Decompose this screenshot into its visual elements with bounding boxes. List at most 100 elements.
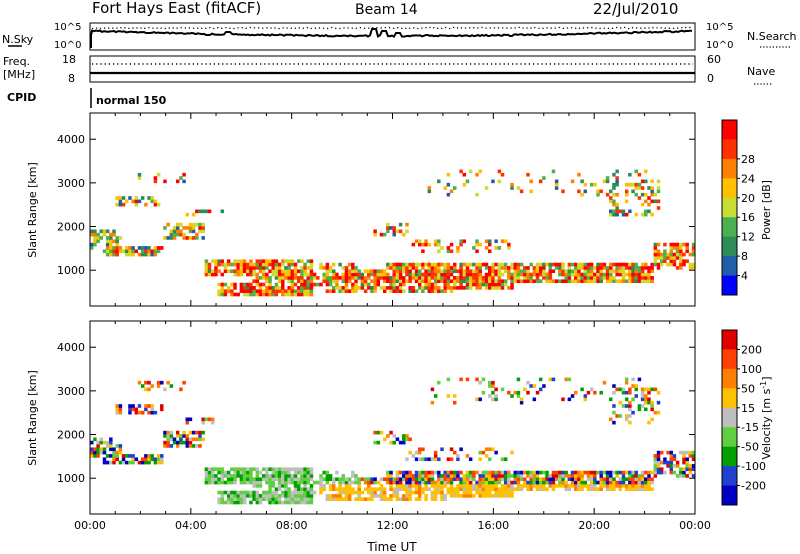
heatmap-cell	[261, 474, 266, 478]
heatmap-cell	[90, 447, 94, 452]
heatmap-cell	[478, 282, 482, 287]
colorbar-swatch	[722, 427, 737, 448]
heatmap-cell	[261, 477, 266, 482]
heatmap-cell	[125, 246, 129, 250]
heatmap-cell	[277, 494, 282, 498]
heatmap-cell	[478, 477, 482, 482]
heatmap-cell	[411, 484, 416, 488]
heatmap-cell	[102, 229, 107, 234]
heatmap-cell	[306, 286, 311, 290]
heatmap-cell	[306, 480, 311, 485]
heatmap-cell	[277, 279, 282, 284]
heatmap-cell	[685, 460, 689, 465]
heatmap-cell	[609, 487, 613, 492]
heatmap-cell	[296, 467, 301, 472]
heatmap-cell	[535, 470, 540, 475]
heatmap-cell	[370, 497, 374, 501]
heatmap-cell	[679, 467, 683, 472]
heatmap-cell	[134, 249, 139, 254]
heatmap-cell	[137, 172, 142, 177]
heatmap-cell	[233, 292, 237, 297]
heatmap-cell	[261, 292, 266, 297]
heatmap-cell	[309, 276, 314, 280]
heatmap-cell	[166, 430, 170, 435]
heatmap-cell	[465, 286, 470, 290]
heatmap-cell	[284, 266, 288, 270]
heatmap-cell	[465, 179, 470, 184]
heatmap-cell	[599, 477, 603, 482]
heatmap-cell	[624, 272, 629, 277]
heatmap-cell	[147, 404, 151, 408]
heatmap-cell	[443, 286, 447, 290]
heatmap-cell	[612, 477, 616, 482]
heatmap-cell	[249, 259, 253, 264]
heatmap-cell	[513, 262, 517, 267]
heatmap-cell	[656, 410, 661, 415]
heatmap-cell	[166, 236, 170, 240]
heatmap-cell	[612, 420, 616, 425]
heatmap-cell	[207, 470, 212, 475]
heatmap-cell	[519, 262, 524, 267]
heatmap-cell	[417, 474, 422, 478]
heatmap-cell	[564, 484, 568, 488]
heatmap-cell	[249, 292, 253, 297]
heatmap-cell	[169, 430, 174, 435]
heatmap-cell	[577, 477, 581, 482]
noise-right-tick-bottom: 10^0	[706, 40, 733, 51]
heatmap-cell	[650, 199, 654, 204]
heatmap-cell	[392, 226, 396, 230]
heatmap-cell	[182, 179, 186, 184]
heatmap-cell	[265, 470, 269, 475]
heatmap-cell	[370, 487, 374, 492]
heatmap-cell	[373, 282, 377, 287]
heatmap-cell	[226, 500, 231, 505]
heatmap-cell	[462, 477, 467, 482]
heatmap-cell	[398, 222, 403, 227]
heatmap-cell	[284, 259, 288, 264]
heatmap-cell	[644, 480, 648, 485]
heatmap-cell	[513, 487, 517, 492]
heatmap-cell	[593, 480, 597, 485]
heatmap-cell	[453, 269, 457, 274]
heatmap-cell	[615, 202, 619, 207]
heatmap-cell	[395, 279, 400, 284]
heatmap-cell	[109, 460, 113, 465]
heatmap-cell	[519, 272, 524, 277]
heatmap-cell	[494, 246, 498, 250]
heatmap-cell	[367, 480, 371, 485]
heatmap-cell	[586, 272, 591, 277]
heatmap-cell	[300, 470, 304, 475]
heatmap-cell	[656, 206, 661, 210]
heatmap-cell	[392, 276, 396, 280]
heatmap-cell	[300, 500, 304, 505]
heatmap-cell	[532, 279, 537, 284]
heatmap-cell	[446, 470, 451, 475]
heatmap-cell	[290, 269, 295, 274]
heatmap-cell	[306, 279, 311, 284]
heatmap-cell	[618, 470, 623, 475]
heatmap-cell	[96, 454, 100, 458]
heatmap-cell	[484, 266, 489, 270]
heatmap-cell	[542, 487, 546, 492]
heatmap-cell	[367, 272, 371, 277]
heatmap-cell	[255, 484, 260, 488]
heatmap-cell	[195, 430, 199, 435]
heatmap-cell	[150, 407, 154, 412]
heatmap-cell	[99, 437, 104, 442]
heatmap-cell	[252, 286, 256, 290]
heatmap-cell	[685, 249, 689, 254]
heatmap-cell	[239, 289, 244, 293]
heatmap-cell	[271, 262, 275, 267]
heatmap-cell	[510, 474, 514, 478]
heatmap-cell	[440, 447, 444, 452]
power-x-ticks	[89, 113, 696, 306]
heatmap-cell	[153, 249, 158, 254]
heatmap-cell	[612, 487, 616, 492]
heatmap-cell	[293, 490, 298, 495]
heatmap-cell	[624, 487, 629, 492]
heatmap-cell	[640, 192, 645, 197]
heatmap-cell	[609, 474, 613, 478]
heatmap-cell	[459, 169, 463, 174]
heatmap-cell	[287, 276, 291, 280]
heatmap-cell	[497, 169, 502, 174]
